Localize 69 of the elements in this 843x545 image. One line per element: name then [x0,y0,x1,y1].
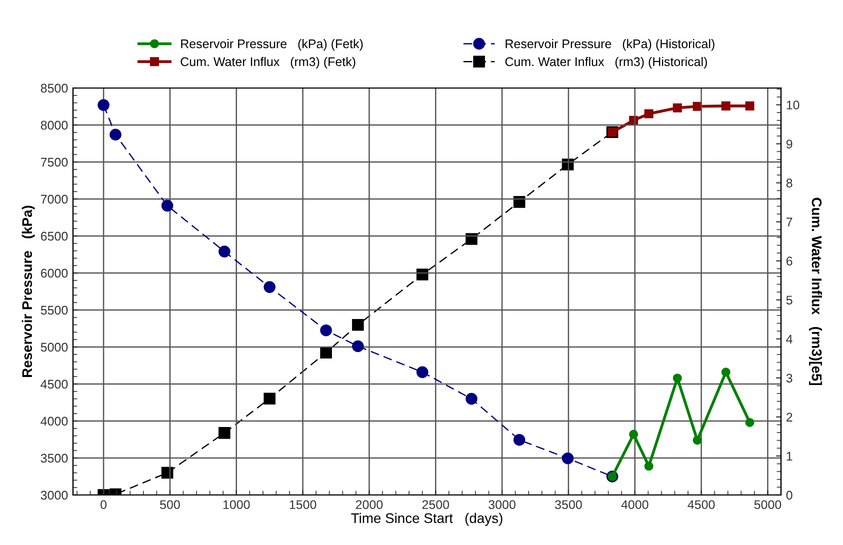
point [352,340,364,352]
point [320,324,332,336]
y-tick-label: 5500 [40,306,68,315]
y-tick-label: 7500 [40,158,68,167]
y2-tick-label: 10 [786,100,800,110]
y2-tick-label: 4 [786,334,792,344]
point [672,374,682,383]
y-tick-label: 3000 [40,490,68,500]
point [98,99,110,111]
point [466,233,478,245]
x-tick-label: 3000 [488,500,516,510]
point [721,368,730,377]
y-tick-label: 6500 [40,232,68,241]
x-axis-title: Time Since Start (days) [351,512,502,526]
point [562,452,574,464]
y-tick-label: 3500 [40,454,68,463]
legend-label: Reservoir Pressure (kPa) (Historical) [506,39,714,51]
y2-tick-label: 2 [786,412,792,422]
point [721,101,730,110]
point [745,101,754,110]
point [644,462,654,471]
point [513,196,526,208]
legend-label: Reservoir Pressure (kPa) (Fetk) [181,39,363,51]
y2-tick-label: 3 [786,374,792,383]
y-tick-label: 4000 [40,416,68,426]
legend-label: Cum. Water Influx (rm3) (Fetk) [180,56,356,69]
point [513,434,526,446]
y2-tick-label: 7 [786,218,792,226]
x-tick-label: 4500 [688,500,715,510]
x-tick-label: 0 [100,500,107,510]
y2-axis-title: Cum. Water Influx (rm3)[e5] [809,198,822,385]
x-tick-label: 1500 [290,500,316,510]
x-tick-label: 500 [160,500,180,510]
y-tick-label: 8000 [40,120,68,130]
x-tick-label: 2500 [422,500,450,510]
point [218,246,230,258]
point [466,392,478,405]
y-tick-label: 8500 [40,84,68,93]
point [110,128,122,141]
x-tick-label: 3500 [555,500,582,510]
y-tick-label: 5000 [40,342,68,352]
point [745,418,754,427]
point [161,200,174,212]
y2-tick-label: 1 [786,452,792,461]
point [264,392,276,405]
x-tick-label: 1000 [223,500,250,510]
point [629,430,638,439]
point [644,109,654,118]
point [352,318,364,331]
y2-tick-label: 9 [786,140,792,148]
legend-label: Cum. Water Influx (rm3) (Historical) [505,56,707,69]
x-tick-label: 5000 [754,500,782,510]
y2-tick-label: 0 [786,490,792,500]
point [416,366,428,378]
point [320,346,332,358]
y2-tick-label: 8 [786,178,792,188]
point [692,436,702,445]
point [218,427,230,439]
y-axis-title: Reservoir Pressure (kPa) [22,206,35,378]
y-tick-label: 4500 [40,380,68,389]
y-tick-label: 7000 [40,194,68,204]
x-tick-label: 2000 [356,500,383,510]
point [672,103,682,112]
y-tick-label: 6000 [40,268,68,278]
y2-tick-label: 5 [786,296,792,305]
x-tick-label: 4000 [621,500,648,510]
point [264,281,276,293]
point [416,268,428,280]
y2-tick-label: 6 [786,256,792,266]
